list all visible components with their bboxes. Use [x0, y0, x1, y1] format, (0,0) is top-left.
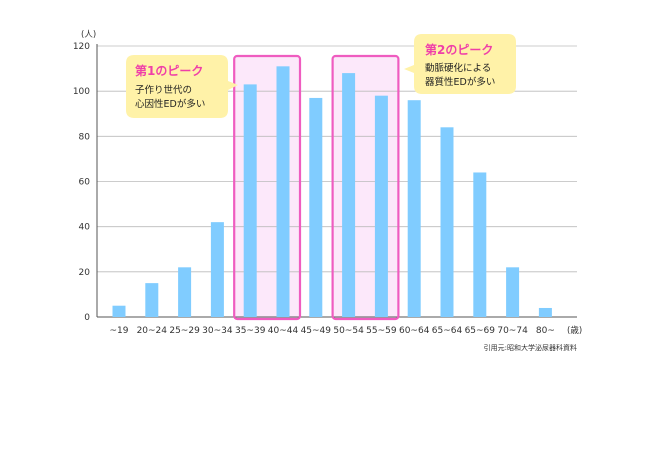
x-tick-labels: ~19 20~24 25~29 30~34 35~39 40~44 45~49 50~54 55…	[110, 326, 555, 336]
y-tick-label: 120	[73, 42, 90, 52]
bar-70~74	[506, 267, 520, 317]
highlight-frame-peak-2	[331, 54, 400, 321]
x-tick-label: 60~64	[399, 326, 430, 336]
x-tick-label: 50~54	[333, 326, 364, 336]
x-tick-label: 25~29	[169, 326, 200, 336]
bar-45~49	[309, 97, 323, 317]
callout-peak-2: 第2のピーク 動脈硬化による 器質性EDが多い	[404, 34, 516, 94]
bar-35~39	[243, 84, 257, 318]
callout-peak-1-box	[126, 55, 238, 118]
highlight-borders	[233, 54, 400, 321]
bar-65~69	[473, 172, 487, 317]
bar-80~	[538, 307, 552, 317]
callout-peak-2-line-1: 動脈硬化による	[425, 62, 491, 74]
bar-50~54	[342, 73, 356, 317]
x-tick-label: 65~64	[432, 326, 463, 336]
y-tick-label: 80	[79, 132, 91, 142]
x-unit-label: (歳)	[567, 325, 582, 336]
y-tick-label: 100	[73, 87, 90, 97]
y-tick-label: 60	[79, 178, 91, 188]
bar-25~29	[178, 267, 192, 317]
y-tick-label: 0	[84, 313, 90, 323]
callout-peak-1-title: 第1のピーク	[135, 63, 203, 78]
bar-60~64	[407, 100, 421, 317]
callout-peak-2-title: 第2のピーク	[425, 42, 493, 57]
x-tick-label: 65~69	[465, 326, 496, 336]
y-tick-label: 20	[79, 268, 91, 278]
highlight-frame-peak-1	[233, 54, 302, 321]
source-label: 引用元:昭和大学泌尿器科資料	[484, 343, 577, 352]
x-tick-label: 30~34	[202, 326, 233, 336]
x-tick-label: 40~44	[268, 326, 299, 336]
bars	[112, 66, 552, 318]
y-tick-label: 40	[79, 223, 91, 233]
callout-peak-1-line-1: 子作り世代の	[135, 84, 192, 96]
gridlines	[96, 44, 577, 318]
x-tick-label: ~19	[110, 326, 129, 336]
y-unit-label: (人)	[81, 30, 96, 40]
x-tick-label: 45~49	[301, 326, 332, 336]
x-tick-label: 70~74	[497, 326, 528, 336]
bar-~19	[112, 305, 126, 317]
x-tick-label: 80~	[536, 326, 555, 336]
x-tick-label: 20~24	[137, 326, 168, 336]
callout-peak-1-line-2: 心因性EDが多い	[135, 98, 205, 110]
x-tick-label: 35~39	[235, 326, 266, 336]
y-tick-labels: 0 20 40 60 80 100 120	[73, 42, 90, 323]
bar-65~64	[440, 127, 454, 317]
bar-30~34	[210, 222, 224, 317]
x-tick-label: 55~59	[366, 326, 397, 336]
callout-peak-2-box	[404, 34, 516, 94]
callout-peak-1: 第1のピーク 子作り世代の 心因性EDが多い	[126, 55, 238, 118]
callout-peak-2-line-2: 器質性EDが多い	[425, 76, 495, 88]
bar-55~59	[374, 95, 388, 317]
bar-20~24	[145, 283, 159, 317]
bar-40~44	[276, 66, 290, 317]
